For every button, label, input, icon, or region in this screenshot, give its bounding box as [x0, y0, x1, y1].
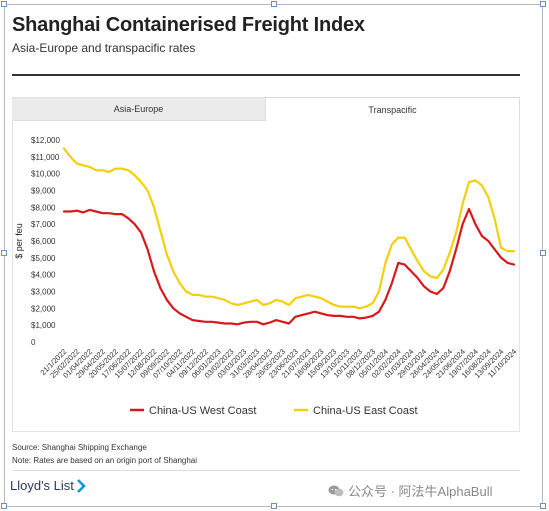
y-axis-label: $ per feu	[14, 223, 24, 259]
y-tick-label: $11,000	[31, 153, 60, 162]
resize-handle-bottom-center[interactable]	[271, 503, 277, 509]
y-tick-label: $8,000	[31, 203, 56, 212]
resize-handle-middle-left[interactable]	[1, 250, 7, 256]
brand-logo: Lloyd's List	[10, 478, 86, 493]
tab-asia-europe[interactable]: Asia-Europe	[12, 97, 265, 121]
legend-item-west-coast-label: China-US West Coast	[149, 405, 256, 417]
resize-handle-top-left[interactable]	[1, 1, 7, 7]
y-tick-label: $2,000	[31, 304, 56, 313]
watermark-text: 公众号 · 阿法牛AlphaBull	[348, 484, 493, 499]
page-subtitle: Asia-Europe and transpacific rates	[12, 41, 196, 55]
y-tick-label: $7,000	[31, 220, 56, 229]
footer-divider	[12, 470, 520, 471]
y-tick-label: 0	[31, 338, 36, 347]
chat-bubble-icon	[328, 485, 344, 496]
page-title: Shanghai Containerised Freight Index	[12, 14, 365, 36]
y-tick-label: $6,000	[31, 237, 56, 246]
y-tick-label: $1,000	[31, 321, 56, 330]
chart-panel	[12, 120, 520, 432]
y-tick-label: $5,000	[31, 254, 56, 263]
lloyds-list-logo-mark	[77, 478, 86, 493]
resize-handle-top-center[interactable]	[271, 1, 277, 7]
resize-handle-bottom-right[interactable]	[540, 503, 546, 509]
y-tick-label: $9,000	[31, 187, 56, 196]
resize-handle-top-right[interactable]	[540, 1, 546, 7]
rates-note: Note: Rates are based on an origin port …	[12, 456, 198, 465]
y-tick-label: $10,000	[31, 170, 60, 179]
resize-handle-bottom-left[interactable]	[1, 503, 7, 509]
line-chart: 0 $1,000 $2,000 $3,000 $4,000 $5,000 $6,000 $7,…	[14, 136, 518, 417]
series-line-west-coast	[62, 207, 516, 326]
series-line-east-coast	[62, 147, 516, 310]
tab-bar: Asia-Europe Transpacific	[12, 97, 520, 121]
brand-name: Lloyd's List	[10, 478, 74, 493]
resize-handle-middle-right[interactable]	[540, 250, 546, 256]
watermark: 公众号 · 阿法牛AlphaBull	[328, 481, 492, 500]
legend-item-east-coast-label: China-US East Coast	[313, 405, 418, 417]
title-divider	[12, 74, 520, 76]
y-tick-label: $4,000	[31, 271, 56, 280]
y-tick-label: $3,000	[31, 288, 56, 297]
y-tick-label: $12,000	[31, 136, 60, 145]
source-note: Source: Shanghai Shipping Exchange	[12, 443, 147, 452]
tab-transpacific[interactable]: Transpacific	[265, 97, 520, 121]
